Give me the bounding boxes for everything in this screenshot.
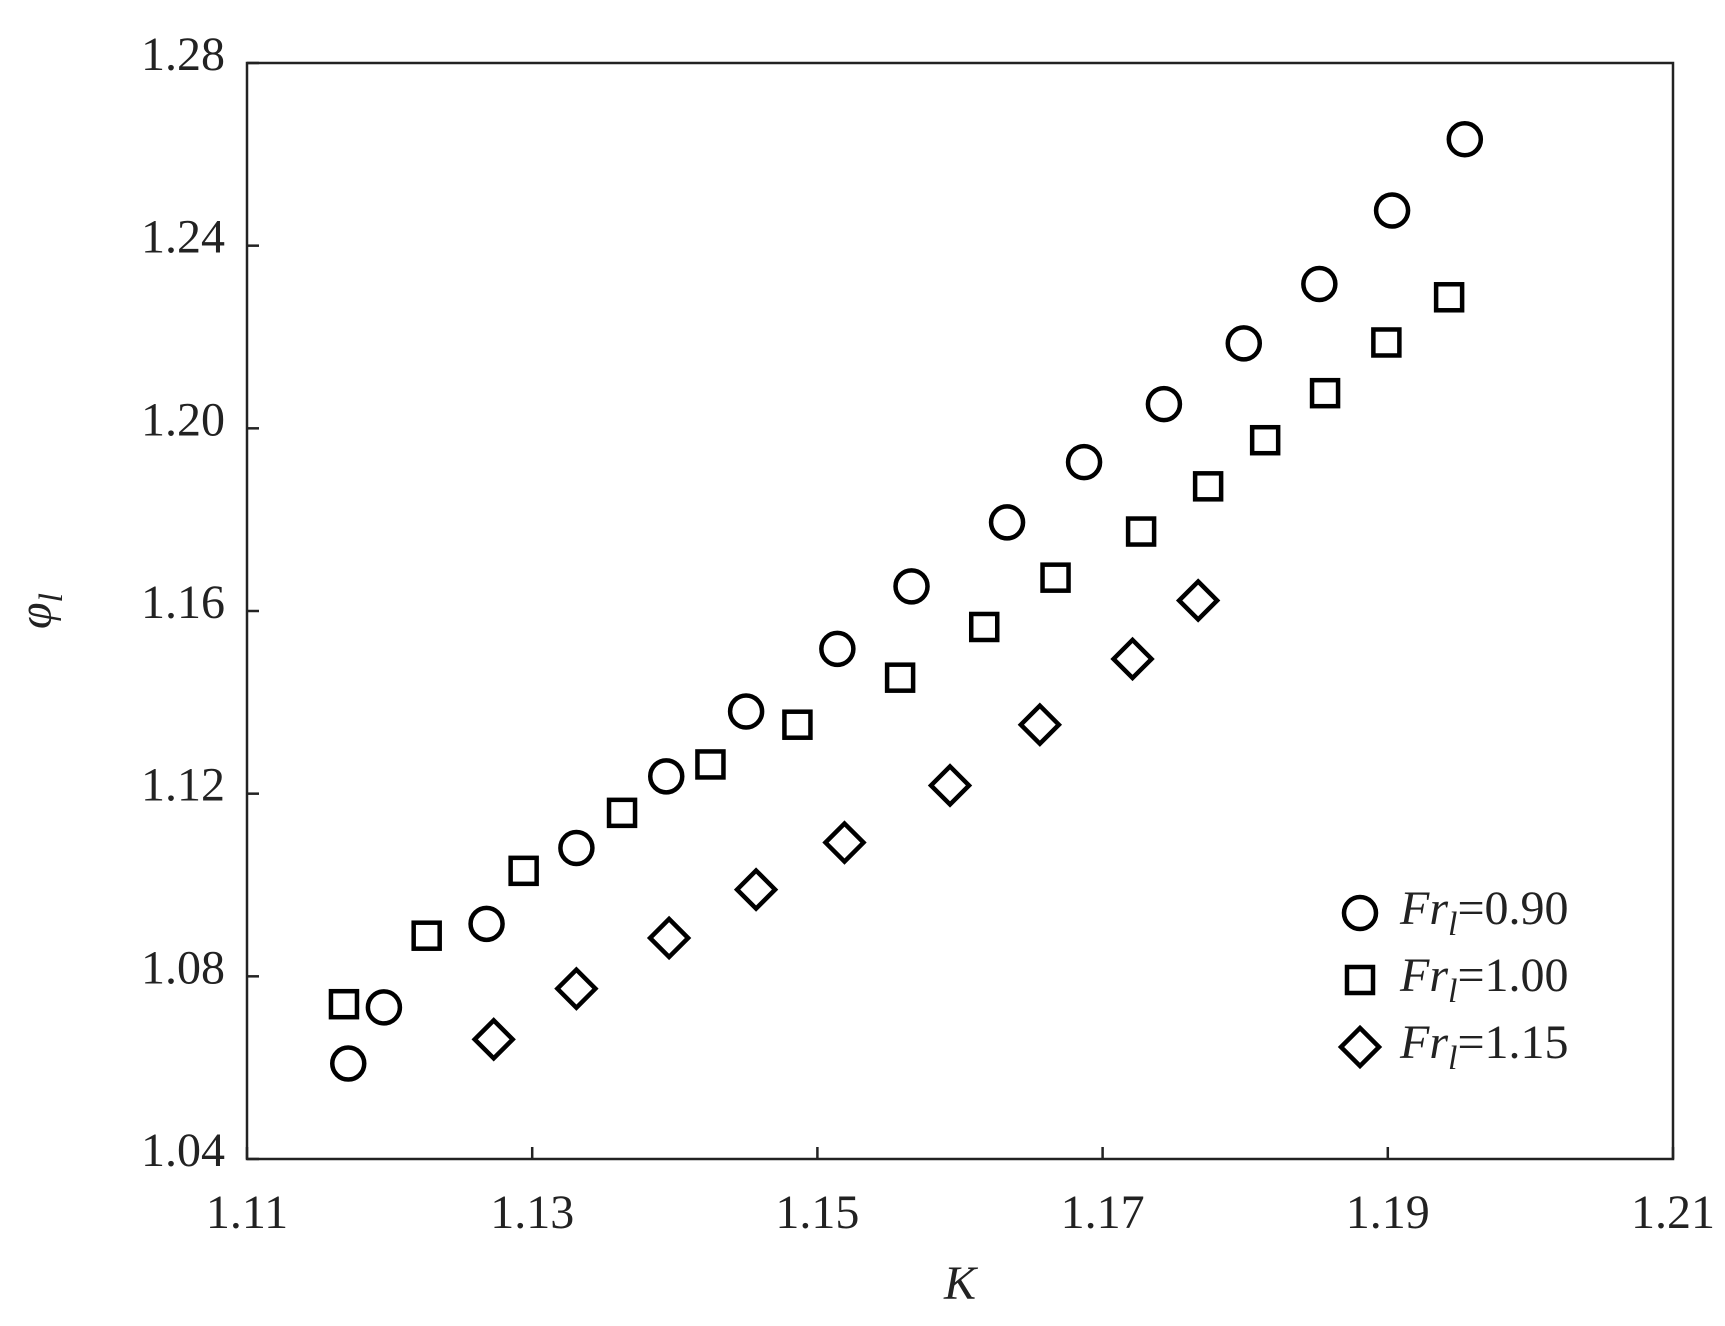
legend-label: Frl=0.90	[1399, 882, 1569, 943]
circle-marker	[988, 504, 1026, 541]
circle-marker	[1301, 265, 1338, 303]
circle-marker	[1145, 385, 1183, 423]
diamond-marker	[822, 820, 867, 865]
diamond-marker	[554, 966, 599, 1011]
circle-marker	[1446, 121, 1484, 158]
x-axis-label: K	[943, 1257, 979, 1310]
y-tick-label: 1.04	[141, 1124, 225, 1177]
circle-marker	[819, 630, 856, 668]
diamond-marker	[1175, 578, 1221, 623]
circle-marker	[329, 1045, 367, 1082]
square-marker	[1125, 516, 1157, 547]
square-marker	[411, 920, 442, 951]
legend-marker	[1344, 964, 1376, 996]
circle-marker	[893, 568, 930, 605]
square-marker	[1040, 562, 1071, 593]
square-marker	[508, 855, 539, 887]
square-marker	[1433, 282, 1465, 313]
circle-marker	[647, 758, 685, 795]
diamond-marker	[927, 763, 973, 808]
y-tick-label: 1.20	[141, 393, 225, 446]
x-tick-label: 1.21	[1631, 1186, 1715, 1239]
square-marker	[606, 797, 638, 829]
diamond-marker	[1110, 636, 1155, 682]
circle-marker	[1225, 325, 1263, 362]
x-tick-label: 1.11	[206, 1186, 288, 1239]
square-marker	[1192, 471, 1224, 502]
circle-marker	[558, 829, 595, 867]
x-tick-label: 1.17	[1061, 1186, 1145, 1239]
square-marker	[1309, 377, 1341, 409]
diamond-marker	[471, 1017, 516, 1062]
square-marker	[328, 988, 360, 1020]
square-marker	[1371, 327, 1402, 358]
y-tick-label: 1.24	[141, 211, 225, 264]
square-marker	[968, 611, 1000, 643]
circle-marker	[365, 989, 403, 1026]
y-axis-label: φl	[9, 593, 70, 629]
y-tick-label: 1.12	[141, 759, 225, 812]
legend-marker	[1337, 1024, 1383, 1070]
legend-label: Frl=1.15	[1399, 1016, 1569, 1077]
circle-marker	[1065, 443, 1103, 481]
square-marker	[782, 709, 813, 740]
x-tick-label: 1.13	[490, 1186, 574, 1239]
diamond-marker	[733, 867, 779, 912]
legend-marker	[1341, 894, 1379, 932]
y-tick-label: 1.08	[141, 941, 225, 994]
diamond-marker	[646, 915, 692, 961]
legend-label: Frl=1.00	[1399, 949, 1569, 1010]
square-marker	[1249, 424, 1281, 456]
circle-marker	[1373, 192, 1411, 229]
x-tick-label: 1.15	[775, 1186, 859, 1239]
circle-marker	[727, 693, 765, 730]
x-tick-label: 1.19	[1346, 1186, 1430, 1239]
circle-marker	[468, 905, 505, 943]
square-marker	[695, 749, 726, 780]
square-marker	[884, 662, 916, 693]
diamond-marker	[1017, 702, 1063, 747]
y-tick-label: 1.28	[141, 28, 225, 81]
y-tick-label: 1.16	[141, 576, 225, 629]
